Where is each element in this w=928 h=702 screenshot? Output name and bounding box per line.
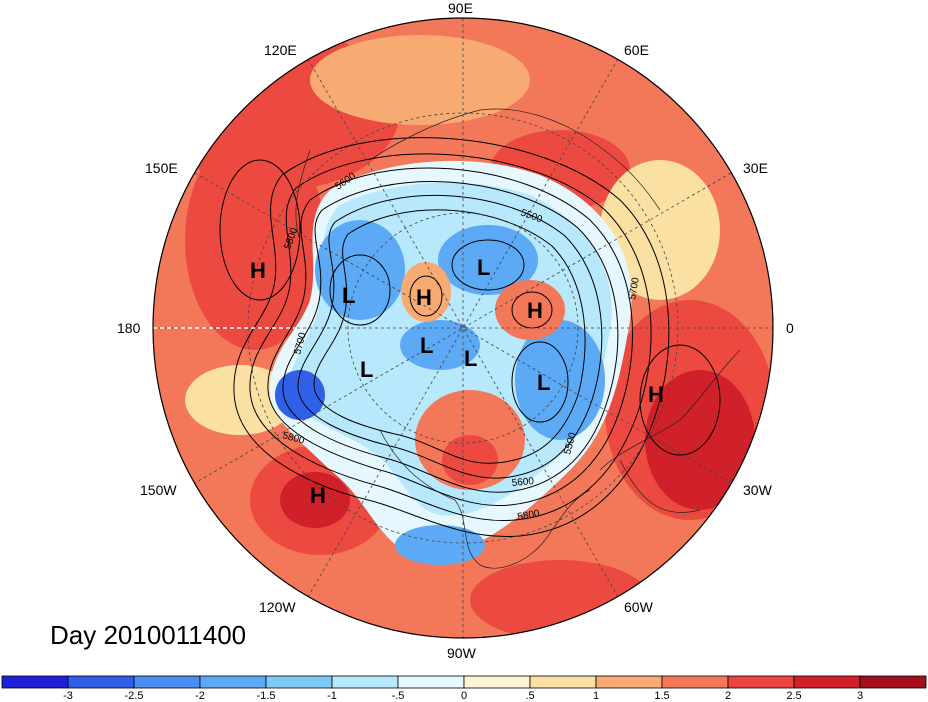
colorbar-tick-label: 2 [725,690,731,702]
colorbar-tick-label: 1 [593,690,599,702]
lon-label-150e: 150E [145,160,178,176]
low-pressure-label: L [477,255,490,280]
colorbar-tick-label: -1 [327,690,337,702]
high-pressure-label: H [250,258,266,283]
lon-label-120w: 120W [259,599,296,615]
colorbar-swatch [265,675,333,689]
low-pressure-label: L [342,283,355,308]
high-pressure-label: H [310,483,326,508]
colorbar-tick-label: -2 [195,690,205,702]
warm-intrusion [442,435,498,485]
colorbar-swatch [133,675,201,689]
cold-core [400,320,480,370]
contour-label: 5700 [627,276,642,300]
colorbar-tick-label: 1.5 [654,690,669,702]
high-pressure-label: H [416,285,432,310]
map-boundary [152,17,774,639]
colorbar-tick-label: .5 [525,690,534,702]
lon-label-150w: 150W [140,482,177,498]
colorbar-swatch [331,675,399,689]
contour-label: 5800 [517,508,541,523]
warm-intrusion [401,262,451,322]
high-pressure-label: H [527,298,543,323]
anomaly-patch [310,35,530,125]
day-title: Day 2010011400 [50,620,247,650]
colorbar-tick-label: 3 [857,690,863,702]
anomaly-field [153,18,773,638]
coastlines [295,108,741,569]
low-pressure-label: L [360,357,373,382]
colorbar-tick-label: -1.5 [257,690,276,702]
lon-label-60e: 60E [624,42,649,58]
colorbar-swatch [199,675,267,689]
colorbar-tick-label: -.5 [392,690,405,702]
colorbar-swatch [463,675,531,689]
colorbar-tick-label: -3 [63,690,73,702]
colorbar-swatch [859,675,927,689]
anomaly-patch [185,130,325,350]
cold-core [395,525,485,565]
anomaly-patch [645,370,755,510]
cold-core [515,320,605,440]
colorbar-swatch [727,675,795,689]
colorbar-swatch [1,675,69,689]
anomaly-patch [470,560,650,638]
anomaly-patch [600,160,720,300]
height-contours [219,137,721,538]
colorbar-swatch [661,675,729,689]
lon-label-90w: 90W [447,645,477,661]
low-pressure-label: L [420,333,433,358]
cold-core [315,220,405,320]
low-pressure-label: L [537,370,550,395]
colorbar-swatch [67,675,135,689]
colorbar-swatch [595,675,663,689]
lon-label-30e: 30E [743,160,768,176]
contour-label: 5600 [511,476,535,489]
lon-label-180: 180 [117,320,141,336]
lon-label-120e: 120E [264,42,297,58]
colorbar-swatch [529,675,597,689]
lon-label-30w: 30W [743,482,773,498]
graticule [153,18,773,638]
lon-label-60w: 60W [624,599,654,615]
high-pressure-label: H [648,382,664,407]
colorbar: -3 -2.5 -2 -1.5 -1 -.5 0 .5 1 1.5 2 2.5 3 [1,675,927,702]
warm-intrusion [495,280,565,340]
colorbar-swatch [793,675,861,689]
anomaly-patch [280,472,350,528]
colorbar-tick-label: 0 [461,690,467,702]
low-pressure-label: L [464,346,477,371]
lon-label-0: 0 [786,320,794,336]
lon-label-90e: 90E [448,0,473,16]
colorbar-tick-label: 2.5 [786,690,801,702]
colorbar-tick-label: -2.5 [125,690,144,702]
cold-core [275,370,325,420]
colorbar-swatch [397,675,465,689]
